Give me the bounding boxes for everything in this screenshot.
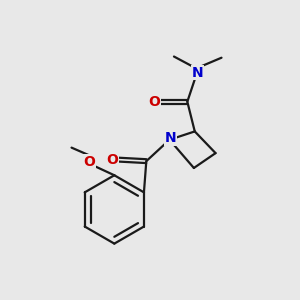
Text: O: O [106, 153, 119, 167]
Text: N: N [192, 66, 203, 80]
Text: N: N [165, 131, 177, 145]
Text: O: O [83, 154, 95, 169]
Text: O: O [148, 95, 160, 109]
